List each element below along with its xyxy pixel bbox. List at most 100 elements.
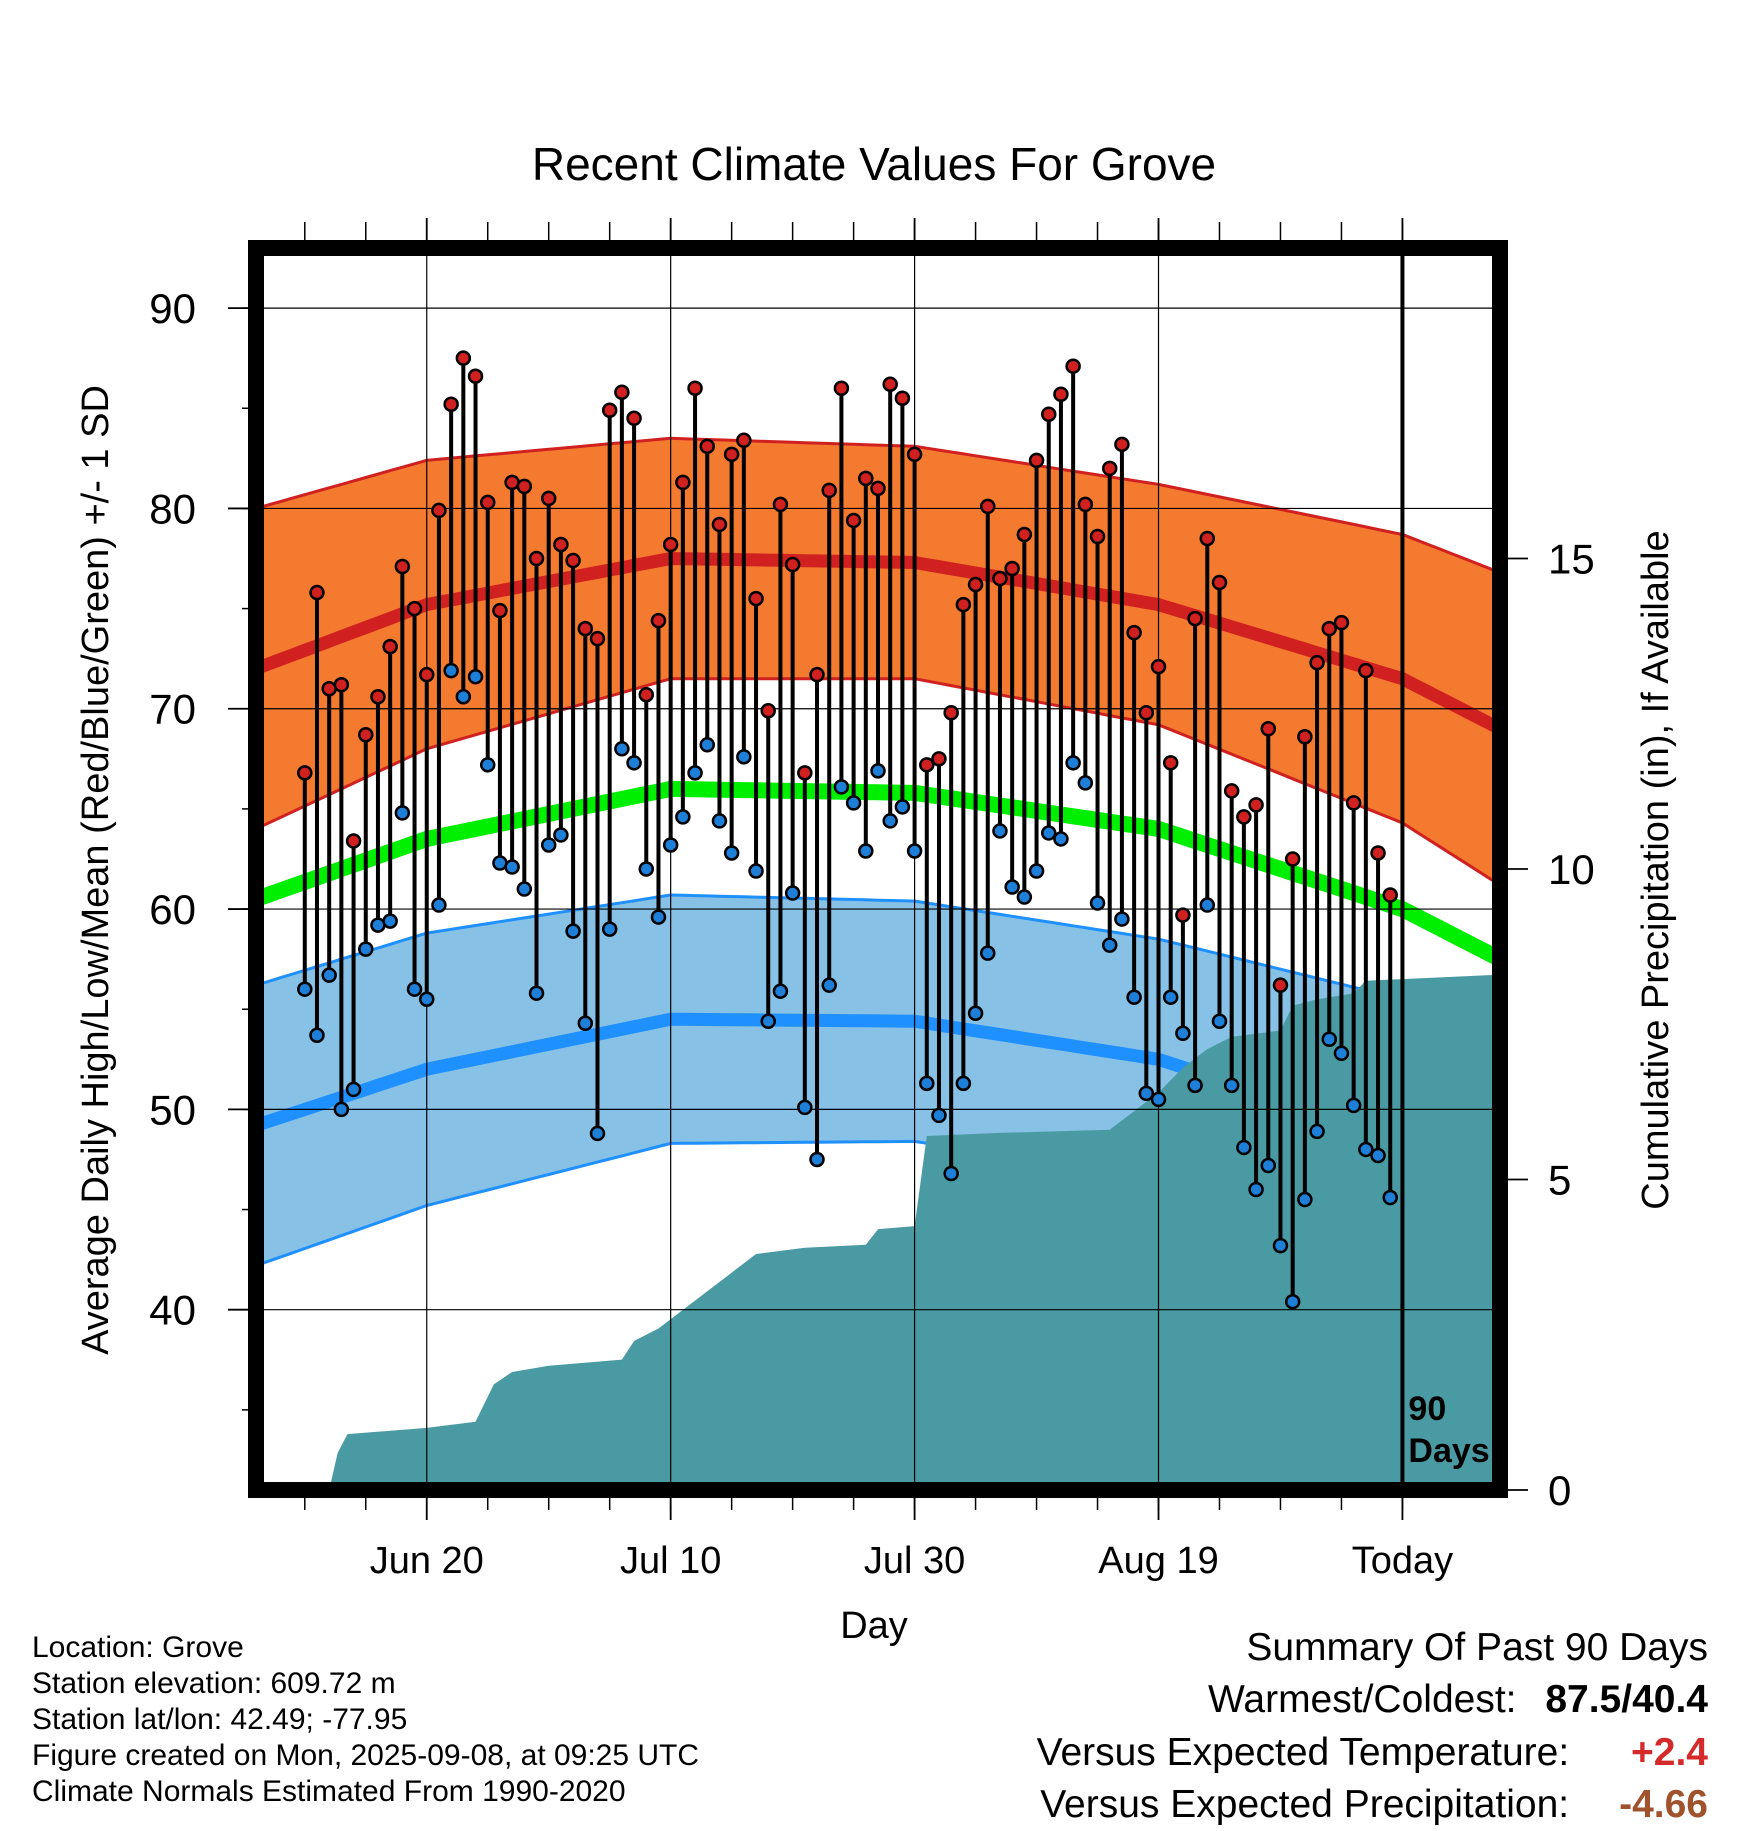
summary-precip-row: Versus Expected Precipitation: -4.66 xyxy=(1037,1779,1708,1831)
daily-low-point xyxy=(333,1101,350,1118)
daily-high-point xyxy=(1272,977,1289,993)
daily-high-point xyxy=(1199,530,1216,547)
daily-high-point xyxy=(479,494,496,511)
daily-low-point xyxy=(1199,897,1216,913)
daily-high-point xyxy=(1065,358,1081,374)
daily-low-point xyxy=(687,765,703,781)
daily-high-point xyxy=(870,480,886,497)
daily-high-point xyxy=(662,536,679,553)
daily-high-point xyxy=(1126,624,1142,641)
daily-low-point xyxy=(772,983,789,999)
daily-low-point xyxy=(1211,1013,1228,1029)
daily-low-point xyxy=(1248,1181,1264,1198)
daily-low-point xyxy=(1187,1077,1203,1094)
daily-low-point xyxy=(1053,831,1069,847)
daily-low-point xyxy=(748,863,764,879)
daily-high-point xyxy=(589,630,606,647)
daily-low-point xyxy=(406,981,423,997)
daily-high-point xyxy=(601,402,618,419)
daily-high-point xyxy=(711,516,728,533)
daily-high-point xyxy=(345,833,362,849)
normals-text: Climate Normals Estimated From 1990-2020 xyxy=(32,1775,626,1808)
daily-low-point xyxy=(1016,889,1033,905)
daily-low-point xyxy=(565,923,581,939)
daily-high-point xyxy=(772,496,789,513)
y-tick-label: 50 xyxy=(149,1086,196,1133)
latlon-text: Station lat/lon: 42.49; -77.95 xyxy=(32,1703,408,1736)
daily-high-point xyxy=(1162,755,1179,771)
summary-warm-cold-row: Warmest/Coldest: 87.5/40.4 xyxy=(1037,1673,1708,1727)
summary-temp-row: Versus Expected Temperature: +2.4 xyxy=(1037,1727,1708,1779)
y2-tick-label: 15 xyxy=(1548,536,1595,583)
daily-low-point xyxy=(1150,1091,1167,1108)
daily-high-point xyxy=(992,570,1008,587)
daily-low-point xyxy=(1077,775,1094,791)
y-tick-label: 90 xyxy=(149,285,196,332)
daily-low-point xyxy=(650,909,667,925)
normal-low-band xyxy=(256,895,1500,1340)
daily-high-point xyxy=(1345,795,1362,811)
daily-low-point xyxy=(1260,1157,1277,1174)
daily-high-point xyxy=(1040,406,1057,423)
summary-title: Summary Of Past 90 Days xyxy=(1246,1626,1708,1669)
daily-low-point xyxy=(443,662,459,679)
y-tick-label: 60 xyxy=(149,886,196,933)
daily-low-point xyxy=(1370,1147,1386,1164)
daily-high-point xyxy=(309,584,325,601)
daily-high-point xyxy=(333,676,350,693)
daily-low-point xyxy=(479,757,496,773)
daily-low-point xyxy=(455,688,472,705)
daily-high-point xyxy=(1297,729,1313,745)
daily-low-point xyxy=(553,827,569,843)
daily-high-point xyxy=(919,757,935,773)
daily-high-point xyxy=(1211,574,1228,591)
location-text: Location: Grove xyxy=(32,1631,244,1664)
daily-low-point xyxy=(858,843,874,859)
daily-low-point xyxy=(1089,895,1106,911)
daily-low-point xyxy=(723,845,740,861)
daily-low-point xyxy=(626,755,642,771)
daily-low-point xyxy=(1065,755,1081,771)
daily-high-point xyxy=(626,410,642,427)
daily-low-point xyxy=(1321,1031,1338,1048)
daily-low-point xyxy=(1236,1139,1252,1156)
daily-low-point xyxy=(906,843,923,859)
daily-low-point xyxy=(1028,863,1045,879)
y2-tick-label: 10 xyxy=(1548,846,1595,893)
x-tick-label: Jun 20 xyxy=(370,1540,484,1582)
station-info: Location: Grove Station elevation: 609.7… xyxy=(32,1630,699,1810)
daily-low-point xyxy=(1382,1189,1398,1206)
daily-low-point xyxy=(516,881,533,897)
daily-high-point xyxy=(1053,386,1069,402)
daily-high-point xyxy=(418,666,435,683)
y-tick-label: 70 xyxy=(149,686,196,733)
daily-low-point xyxy=(797,1099,813,1116)
daily-high-point xyxy=(614,384,630,400)
daily-low-point xyxy=(504,859,520,875)
daily-low-point xyxy=(614,741,630,757)
daily-low-point xyxy=(431,897,447,913)
daily-high-point xyxy=(845,512,862,529)
x-tick-label: Jul 30 xyxy=(864,1540,965,1582)
daily-high-point xyxy=(1382,887,1398,903)
warm-cold-label: Warmest/Coldest: xyxy=(1208,1678,1517,1721)
daily-low-point xyxy=(1333,1045,1350,1062)
daily-high-point xyxy=(906,446,923,463)
daily-low-point xyxy=(760,1013,776,1029)
daily-low-point xyxy=(418,991,435,1007)
daily-high-point xyxy=(492,602,508,619)
daily-low-point xyxy=(870,763,886,779)
daily-high-point xyxy=(699,438,716,455)
daily-low-point xyxy=(601,921,618,937)
x-tick-label: Jul 10 xyxy=(620,1540,721,1582)
daily-high-point xyxy=(638,686,655,703)
daily-high-point xyxy=(577,620,594,637)
daily-high-point xyxy=(1150,658,1167,675)
daily-low-point xyxy=(662,837,679,853)
daily-low-point xyxy=(321,967,337,983)
daily-high-point xyxy=(760,702,776,719)
daily-low-point xyxy=(638,861,655,877)
daily-high-point xyxy=(1260,721,1277,737)
daily-high-point xyxy=(1309,654,1325,671)
daily-high-point xyxy=(467,368,484,384)
